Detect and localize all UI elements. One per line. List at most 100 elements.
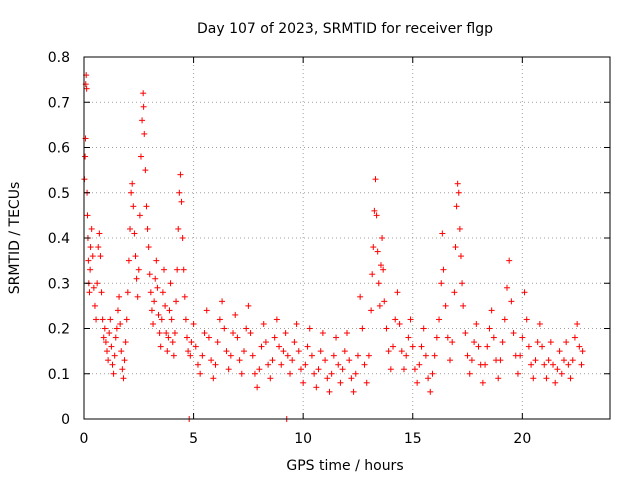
data-point: [262, 339, 269, 346]
data-point: [267, 375, 274, 382]
data-point: [254, 384, 261, 391]
data-point: [365, 352, 372, 359]
data-point: [109, 361, 116, 368]
data-point: [387, 366, 394, 373]
data-point: [381, 298, 388, 305]
data-point: [514, 370, 521, 377]
data-point: [405, 334, 412, 341]
data-point: [130, 203, 137, 210]
data-point: [94, 280, 101, 287]
data-point: [488, 307, 495, 314]
data-point: [547, 339, 554, 346]
data-point: [170, 352, 177, 359]
y-tick-label: 0.8: [48, 50, 70, 66]
chart-title: Day 107 of 2023, SRMTID for receiver flg…: [197, 21, 493, 37]
data-point: [361, 361, 368, 368]
data-point: [139, 117, 146, 124]
data-point: [291, 339, 298, 346]
grid: [84, 57, 610, 419]
data-point: [160, 266, 167, 273]
data-point: [93, 316, 100, 323]
data-point: [247, 330, 254, 337]
data-point: [120, 375, 127, 382]
data-point: [427, 388, 434, 395]
data-point: [370, 244, 377, 251]
data-point: [112, 334, 119, 341]
data-point: [523, 316, 530, 323]
data-point: [201, 330, 208, 337]
data-point: [251, 370, 258, 377]
data-point: [192, 343, 199, 350]
data-point: [534, 339, 541, 346]
y-tick-label: 0.2: [48, 322, 70, 338]
data-point: [135, 266, 142, 273]
data-point: [148, 307, 155, 314]
data-point: [181, 293, 188, 300]
data-point: [530, 375, 537, 382]
data-point: [376, 302, 383, 309]
data-point: [438, 280, 445, 287]
x-tick-label: 20: [513, 431, 531, 447]
data-point: [157, 343, 164, 350]
data-point: [128, 189, 135, 196]
data-point: [335, 361, 342, 368]
data-point: [236, 357, 243, 364]
data-point: [155, 311, 162, 318]
data-point: [108, 343, 115, 350]
data-point: [341, 348, 348, 355]
data-point: [532, 357, 539, 364]
data-point: [346, 357, 353, 364]
y-tick-label: 0.1: [48, 367, 70, 383]
data-point: [174, 266, 181, 273]
y-axis-label: SRMTID / TECUs: [7, 182, 23, 295]
data-point: [132, 253, 139, 260]
data-point: [203, 307, 210, 314]
data-point: [420, 325, 427, 332]
data-point: [243, 325, 250, 332]
data-point: [106, 330, 113, 337]
data-point: [484, 343, 491, 350]
data-point: [140, 103, 147, 110]
data-point: [373, 212, 380, 219]
data-point: [143, 203, 150, 210]
y-tick-label: 0.7: [48, 95, 70, 111]
data-point: [180, 266, 187, 273]
data-point: [447, 357, 454, 364]
data-point: [380, 266, 387, 273]
data-point: [137, 153, 144, 160]
data-point: [449, 339, 456, 346]
data-point: [140, 90, 147, 97]
data-point: [96, 230, 103, 237]
data-point: [114, 307, 121, 314]
data-point: [162, 302, 169, 309]
data-point: [539, 343, 546, 350]
data-point: [466, 370, 473, 377]
data-point: [357, 293, 364, 300]
data-point: [185, 348, 192, 355]
data-point: [258, 343, 265, 350]
data-point: [490, 334, 497, 341]
data-point: [390, 343, 397, 350]
data-point: [558, 370, 565, 377]
data-point: [528, 361, 535, 368]
data-point: [164, 348, 171, 355]
x-tick-label: 0: [80, 431, 89, 447]
data-point: [317, 348, 324, 355]
data-point: [371, 207, 378, 214]
data-point: [122, 339, 129, 346]
data-point: [234, 334, 241, 341]
axis-ticks: [83, 56, 610, 420]
data-point: [459, 280, 466, 287]
data-point: [284, 352, 291, 359]
data-point: [89, 253, 96, 260]
data-point: [339, 366, 346, 373]
data-point: [471, 339, 478, 346]
data-point: [377, 262, 384, 269]
data-point: [102, 339, 109, 346]
data-point: [486, 325, 493, 332]
data-point: [188, 339, 195, 346]
data-point: [521, 289, 528, 296]
data-point: [225, 366, 232, 373]
data-point: [541, 361, 548, 368]
